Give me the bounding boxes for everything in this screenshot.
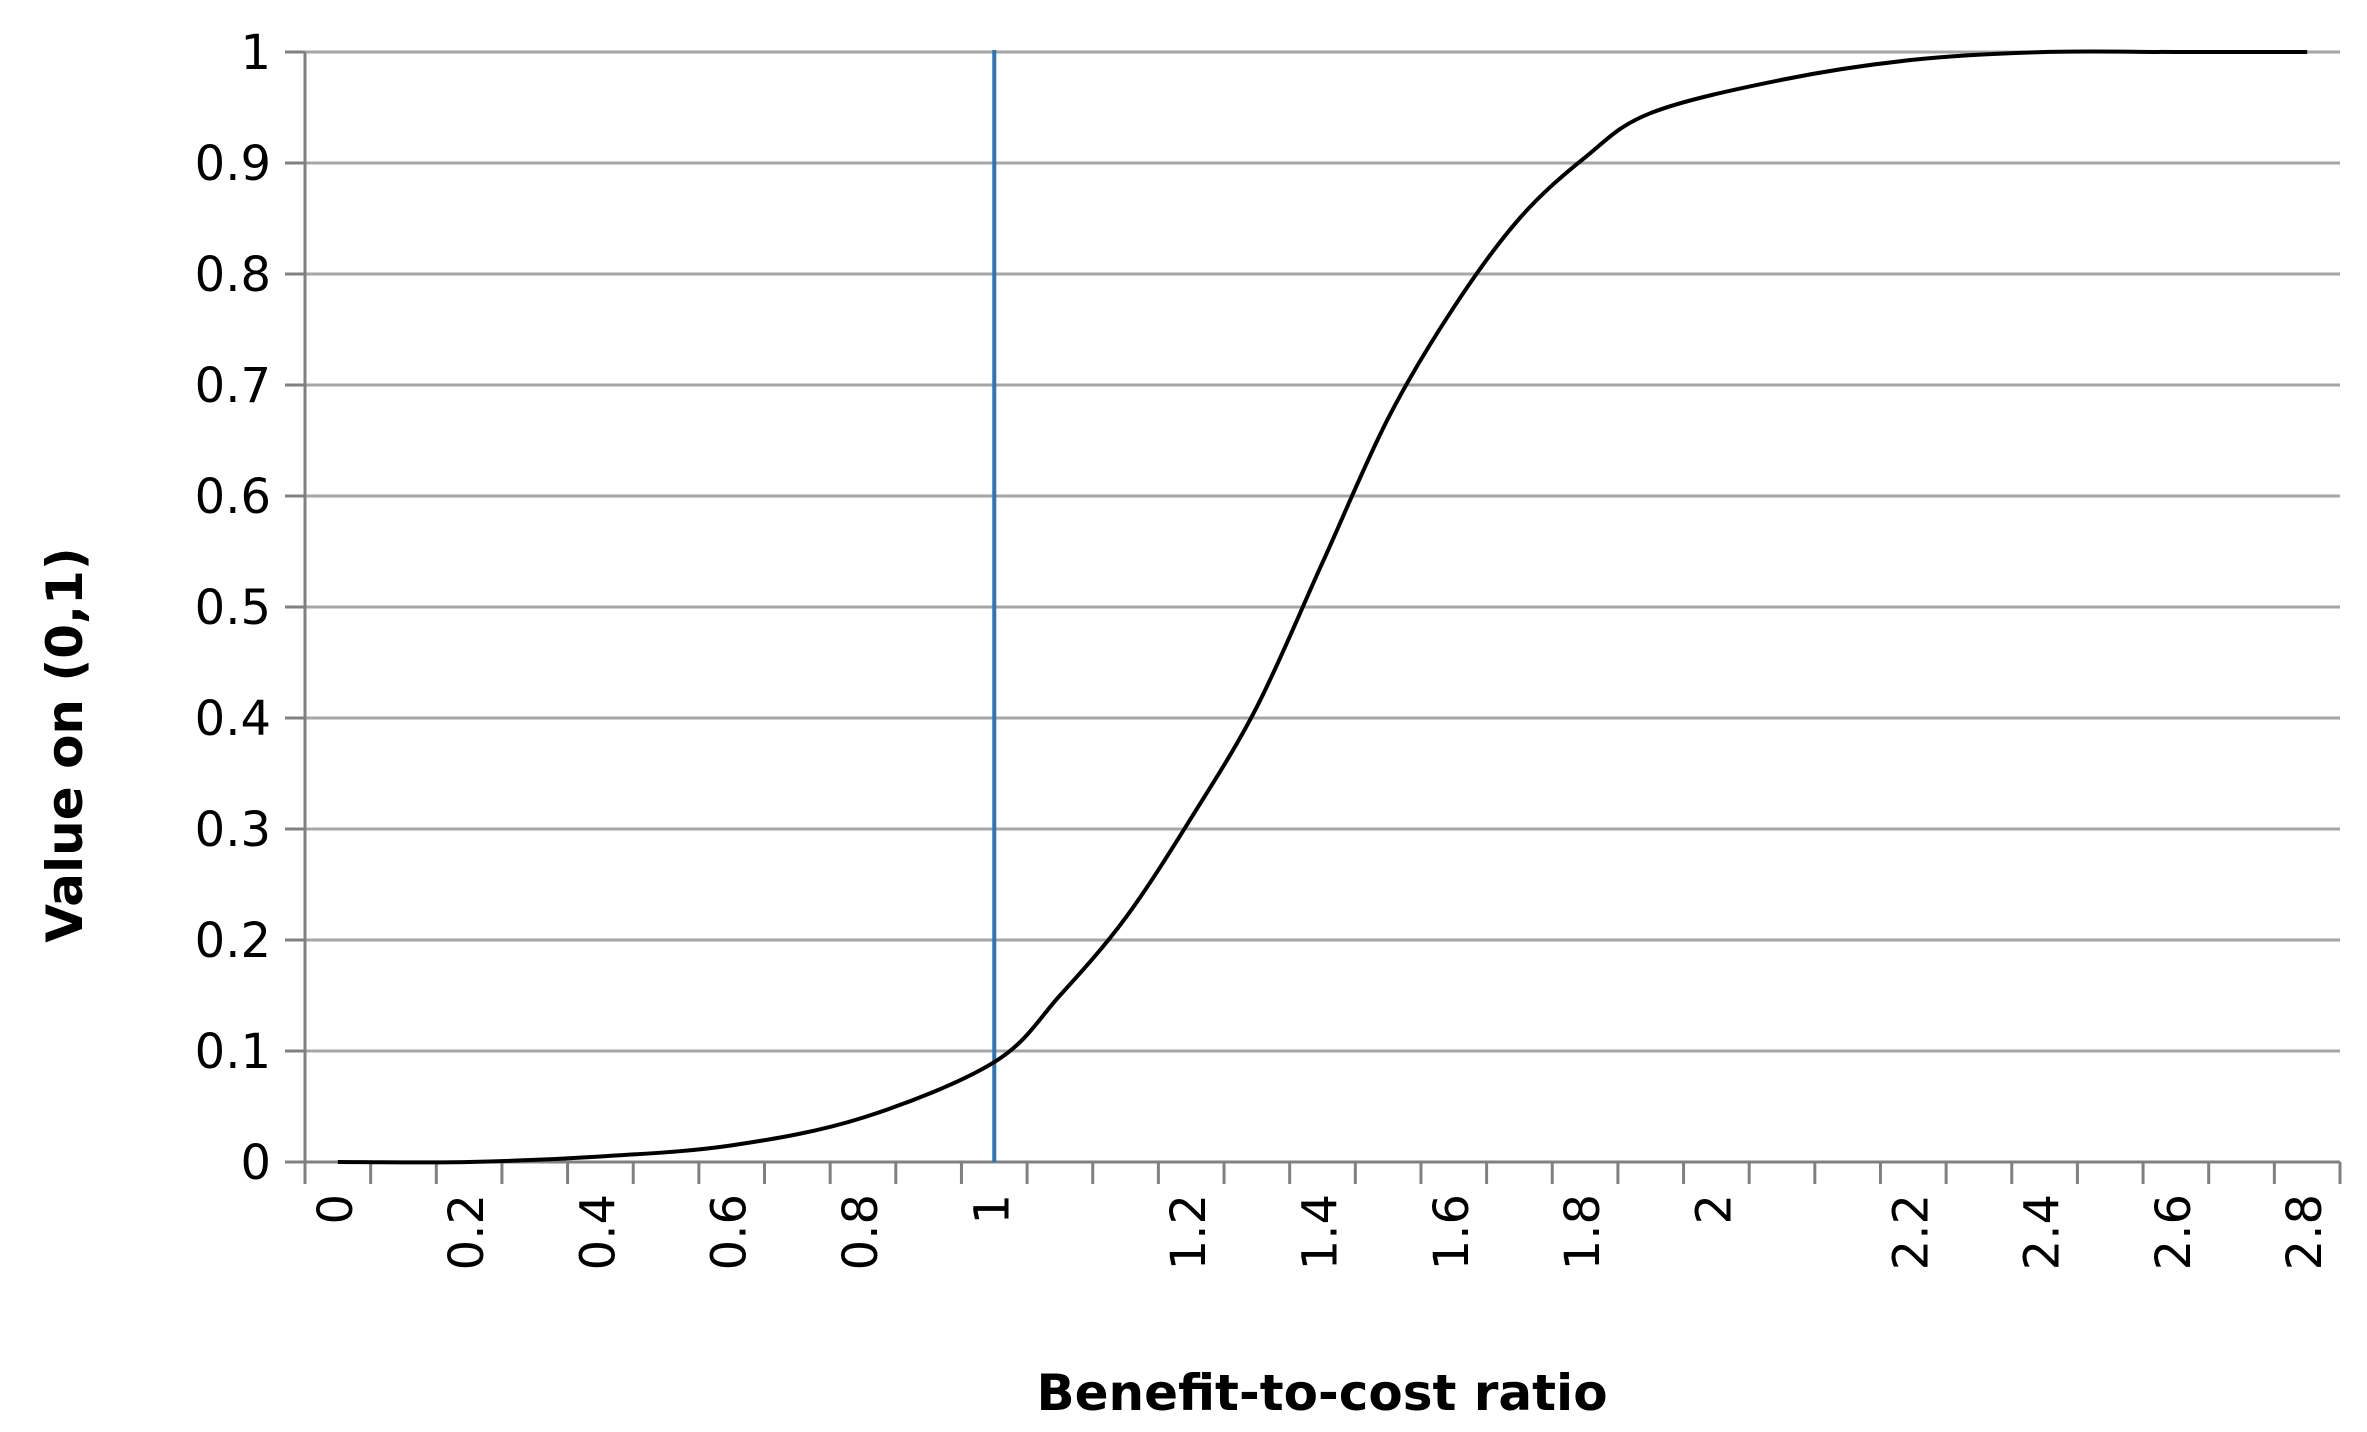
series-group [337, 49, 2308, 1165]
x-tick-label: 0.2 [439, 1194, 495, 1270]
x-tick-label: 1.8 [1555, 1194, 1611, 1270]
y-tick-label: 0.4 [195, 691, 271, 747]
y-tick-label: 0.1 [195, 1024, 271, 1080]
axis-titles: Benefit-to-cost ratio Value on (0,1) [36, 547, 1608, 1422]
x-axis-title: Benefit-to-cost ratio [1036, 1364, 1607, 1422]
y-tick-label: 0.7 [195, 358, 271, 414]
x-tick-label: 1 [964, 1194, 1020, 1225]
x-tick-label: 2.4 [2015, 1194, 2071, 1270]
y-tick-label: 0.6 [195, 469, 271, 525]
x-tick-label: 2.2 [1883, 1194, 1939, 1270]
y-tick-label: 0.2 [195, 913, 271, 969]
x-axis-ticks: 00.20.40.60.811.21.41.61.822.22.42.62.83 [303, 1162, 2342, 1270]
y-tick-label: 0.5 [195, 580, 271, 636]
x-tick-label: 0.8 [833, 1194, 889, 1270]
x-tick-label: 2 [1686, 1194, 1742, 1225]
x-tick-label: 1.4 [1293, 1194, 1349, 1270]
y-tick-label: 1 [240, 25, 271, 81]
grid-lines [305, 50, 2340, 1053]
y-tick-label: 0 [240, 1135, 271, 1191]
y-axis-ticks: 0 0.1 0.2 0.3 0.4 0.5 0.6 0.7 0.8 0.9 1 [195, 25, 305, 1191]
x-tick-label: 2.6 [2146, 1194, 2202, 1270]
x-tick-label: 1.2 [1161, 1194, 1217, 1270]
x-tick-label: 1.6 [1424, 1194, 1480, 1270]
series-line [337, 49, 2308, 1165]
y-tick-label: 0.8 [195, 247, 271, 303]
y-tick-label: 0.9 [195, 136, 271, 192]
x-tick-label: 2.8 [2277, 1194, 2333, 1270]
x-tick-label: 0 [308, 1194, 364, 1225]
y-axis-title: Value on (0,1) [36, 547, 94, 942]
x-tick-label: 0.6 [702, 1194, 758, 1270]
y-tick-label: 0.3 [195, 802, 271, 858]
x-tick-label: 0.4 [570, 1194, 626, 1270]
